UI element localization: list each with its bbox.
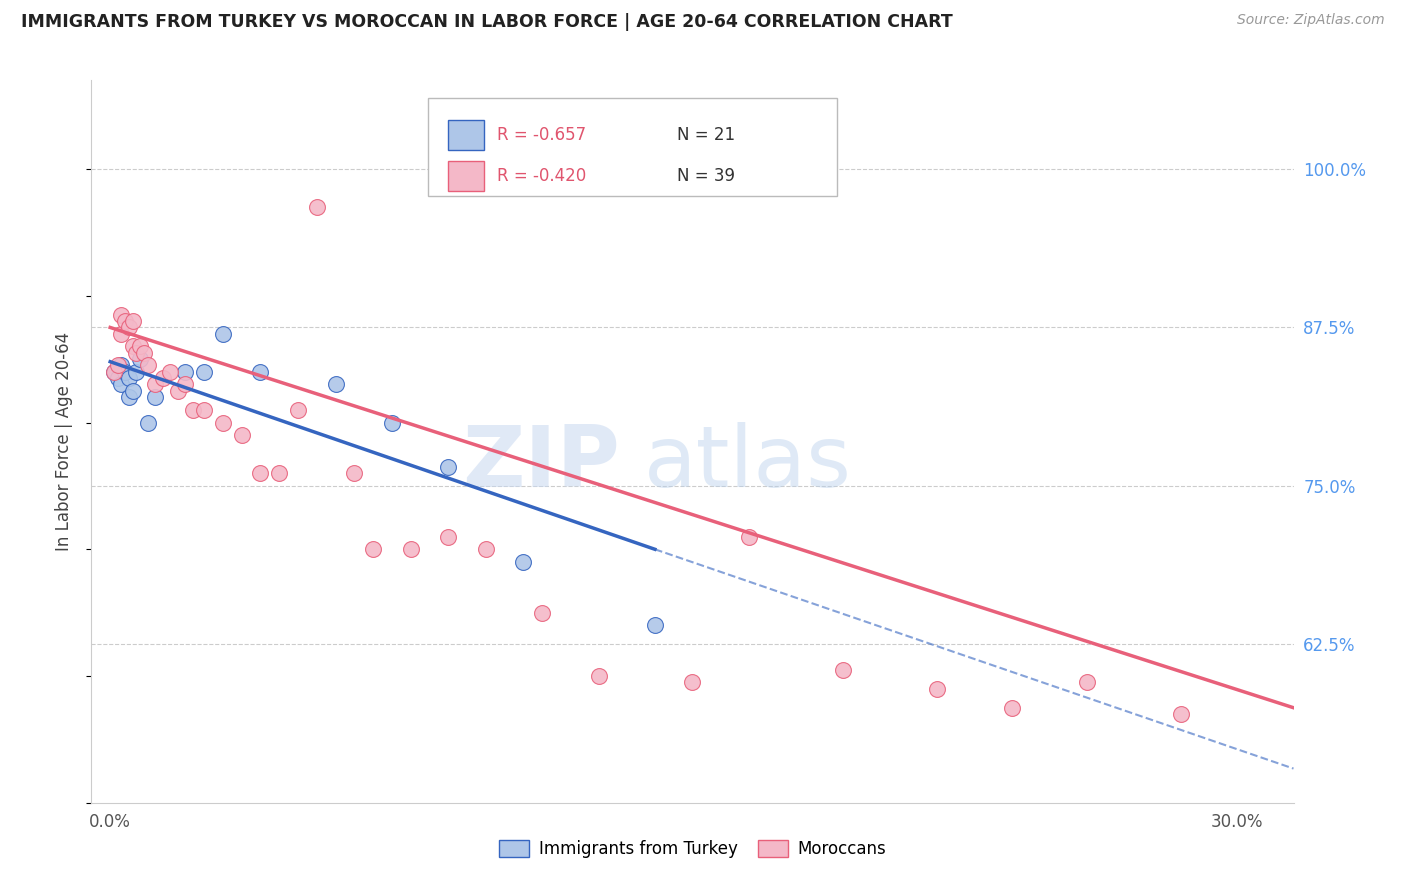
Point <box>166 384 188 398</box>
Point <box>1001 700 1024 714</box>
Point <box>738 530 761 544</box>
Point <box>132 346 155 360</box>
Point <box>174 365 197 379</box>
Text: N = 21: N = 21 <box>676 126 735 144</box>
Point <box>143 390 166 404</box>
Point <box>152 371 174 385</box>
Point <box>531 606 554 620</box>
Point <box>110 359 132 373</box>
Point <box>512 555 534 569</box>
Point <box>831 663 853 677</box>
Point <box>325 377 347 392</box>
Point <box>114 365 136 379</box>
Point <box>103 365 125 379</box>
Text: R = -0.420: R = -0.420 <box>496 167 586 185</box>
Point <box>249 467 271 481</box>
Text: Source: ZipAtlas.com: Source: ZipAtlas.com <box>1237 13 1385 28</box>
Point <box>343 467 366 481</box>
Point <box>136 416 159 430</box>
Text: N = 39: N = 39 <box>676 167 735 185</box>
Point <box>107 371 129 385</box>
Point <box>249 365 271 379</box>
Point <box>212 326 235 341</box>
Point <box>110 326 132 341</box>
Legend: Immigrants from Turkey, Moroccans: Immigrants from Turkey, Moroccans <box>491 832 894 867</box>
Bar <box>449 161 485 191</box>
Point <box>125 346 148 360</box>
Text: atlas: atlas <box>644 422 852 505</box>
Point <box>361 542 384 557</box>
Point <box>110 308 132 322</box>
Text: IMMIGRANTS FROM TURKEY VS MOROCCAN IN LABOR FORCE | AGE 20-64 CORRELATION CHART: IMMIGRANTS FROM TURKEY VS MOROCCAN IN LA… <box>21 13 953 31</box>
Point <box>681 675 703 690</box>
Bar <box>449 120 485 150</box>
Point <box>381 416 404 430</box>
Point <box>121 339 143 353</box>
Point <box>129 352 152 367</box>
Y-axis label: In Labor Force | Age 20-64: In Labor Force | Age 20-64 <box>55 332 73 551</box>
Point <box>103 365 125 379</box>
Point <box>193 365 215 379</box>
Point <box>110 377 132 392</box>
Point <box>174 377 197 392</box>
Point <box>231 428 253 442</box>
Point <box>181 402 204 417</box>
Point <box>437 459 460 474</box>
Point <box>129 339 152 353</box>
Point <box>475 542 498 557</box>
Point <box>193 402 215 417</box>
Point <box>1076 675 1098 690</box>
Point <box>114 314 136 328</box>
Point <box>159 365 181 379</box>
Point <box>118 390 141 404</box>
Text: R = -0.657: R = -0.657 <box>496 126 586 144</box>
FancyBboxPatch shape <box>427 98 837 196</box>
Point <box>588 669 610 683</box>
Point <box>118 320 141 334</box>
Point <box>143 377 166 392</box>
Point <box>1170 707 1192 722</box>
Point <box>269 467 291 481</box>
Point <box>125 365 148 379</box>
Point <box>644 618 666 632</box>
Point <box>118 371 141 385</box>
Point <box>107 359 129 373</box>
Point <box>437 530 460 544</box>
Point <box>287 402 309 417</box>
Point <box>121 384 143 398</box>
Point <box>136 359 159 373</box>
Point <box>399 542 422 557</box>
Point <box>212 416 235 430</box>
Text: ZIP: ZIP <box>463 422 620 505</box>
Point <box>925 681 948 696</box>
Point <box>305 200 328 214</box>
Point <box>121 314 143 328</box>
